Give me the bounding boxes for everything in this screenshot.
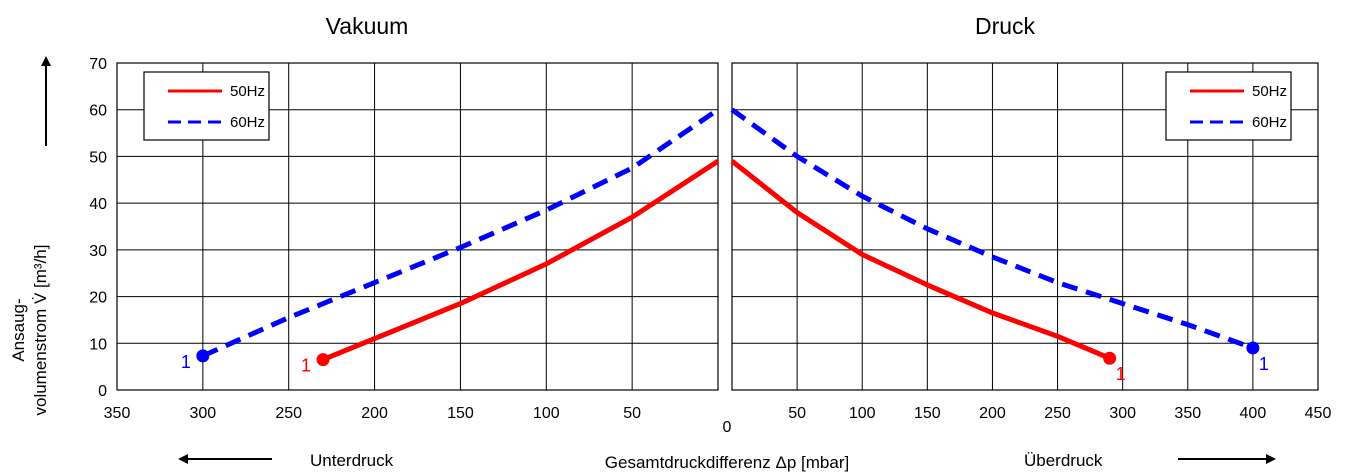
druck-series-60hz-end-label: 1 — [1259, 354, 1269, 374]
vakuum-x-tick-250: 250 — [275, 405, 302, 422]
left-panel-title: Vakuum — [326, 13, 409, 39]
y-tick-40: 40 — [89, 196, 107, 213]
druck-series-50hz-end-label: 1 — [1116, 364, 1126, 384]
y-axis-label-line1: Ansaug- — [9, 298, 28, 361]
druck-series-60hz-endpoint — [1246, 341, 1260, 355]
ueberdruck-label: Überdruck — [1024, 451, 1103, 470]
druck-plot-frame — [731, 62, 1319, 391]
y-axis-label-line2: volumenstrom V̇ [m³/h] — [31, 245, 50, 416]
druck-x-tick-350: 350 — [1174, 405, 1201, 422]
druck-x-tick-100: 100 — [849, 405, 876, 422]
right-panel-title: Druck — [975, 13, 1036, 39]
vakuum-plot-frame — [116, 62, 719, 391]
druck-x-tick-250: 250 — [1044, 405, 1071, 422]
y-tick-10: 10 — [89, 336, 107, 353]
vakuum-legend — [143, 71, 270, 141]
x-axis-label: Gesamtdruckdifferenz Δp [mbar] — [605, 453, 849, 472]
y-tick-50: 50 — [89, 149, 107, 166]
vakuum-series-60hz-endpoint — [196, 349, 210, 363]
vakuum-x-tick-200: 200 — [361, 405, 388, 422]
y-tick-60: 60 — [89, 103, 107, 120]
zero-tick-label: 0 — [723, 419, 732, 436]
y-tick-0: 0 — [98, 383, 107, 400]
druck-x-tick-150: 150 — [914, 405, 941, 422]
vakuum-series-60hz-line — [201, 107, 720, 359]
vakuum-series-60hz-end-label: 1 — [181, 352, 191, 372]
y-tick-30: 30 — [89, 243, 107, 260]
vakuum-x-tick-350: 350 — [104, 405, 131, 422]
druck-legend-label-60hz: 60Hz — [1252, 114, 1287, 131]
druck-series-50hz-line — [730, 159, 1111, 361]
vakuum-legend-label-50hz: 50Hz — [230, 83, 265, 100]
druck-x-tick-50: 50 — [788, 405, 806, 422]
vakuum-x-tick-100: 100 — [533, 405, 560, 422]
vakuum-x-tick-50: 50 — [623, 405, 641, 422]
druck-x-tick-200: 200 — [979, 405, 1006, 422]
vakuum-series-50hz-end-label: 1 — [301, 356, 311, 376]
druck-x-tick-400: 400 — [1240, 405, 1267, 422]
vakuum-x-tick-150: 150 — [447, 405, 474, 422]
y-tick-70: 70 — [89, 56, 107, 73]
druck-series-50hz-endpoint — [1103, 351, 1117, 365]
druck-legend — [1165, 71, 1292, 141]
vakuum-panel: 350 300 250 200 150 100 50 0 10 20 30 40 50 60 70 1 1 50H… — [89, 56, 720, 422]
druck-x-tick-300: 300 — [1109, 405, 1136, 422]
unterdruck-label: Unterdruck — [310, 451, 394, 470]
druck-x-tick-450: 450 — [1305, 405, 1332, 422]
y-tick-20: 20 — [89, 290, 107, 307]
vakuum-series-50hz-line — [322, 159, 720, 362]
druck-legend-label-50hz: 50Hz — [1252, 83, 1287, 100]
vakuum-series-50hz-endpoint — [316, 353, 330, 367]
druck-panel: 50 100 150 200 250 300 350 400 450 1 1 50Hz 60Hz — [730, 62, 1332, 422]
vakuum-legend-label-60hz: 60Hz — [230, 114, 265, 131]
vakuum-x-tick-300: 300 — [190, 405, 217, 422]
druck-series-60hz-line — [730, 107, 1254, 351]
